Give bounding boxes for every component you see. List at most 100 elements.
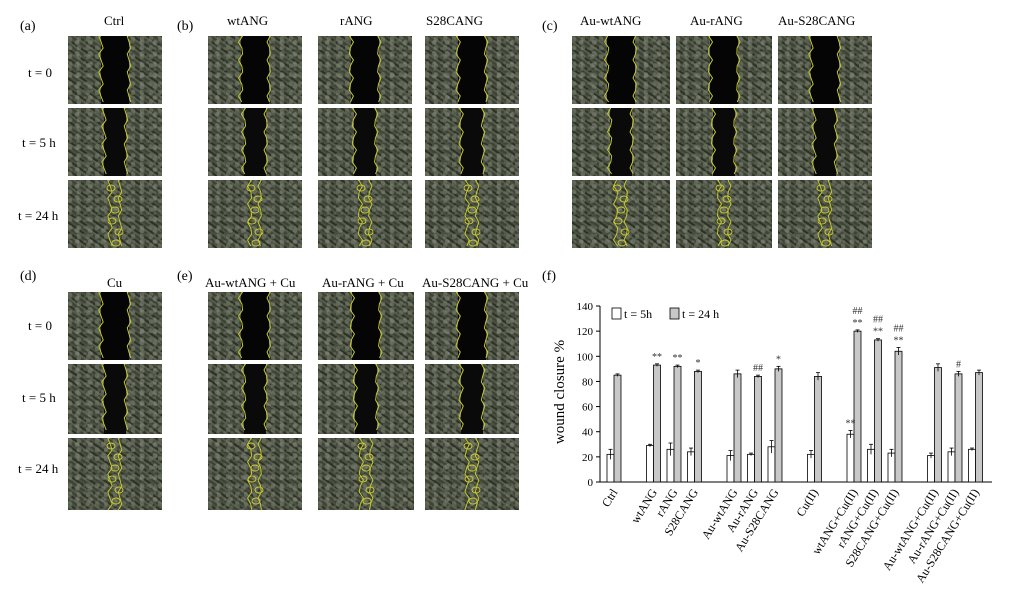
bar bbox=[653, 364, 661, 483]
micrograph-image bbox=[425, 180, 519, 248]
micrograph-image bbox=[676, 180, 772, 248]
micrograph-image bbox=[208, 292, 302, 360]
significance-mark: ** bbox=[846, 418, 856, 429]
col-header-au-wtang-cu: Au-wtANG + Cu bbox=[205, 275, 296, 290]
y-tick-label: 140 bbox=[577, 301, 594, 313]
micrograph-image bbox=[318, 180, 412, 248]
micrograph-image bbox=[778, 108, 872, 176]
bar bbox=[733, 373, 742, 483]
y-axis-label: wound closure % bbox=[552, 340, 568, 444]
micrograph-image bbox=[318, 292, 414, 360]
panel-a-label: (a) bbox=[20, 19, 36, 34]
bar bbox=[853, 330, 862, 483]
bar bbox=[947, 451, 956, 483]
significance-mark: ** bbox=[894, 335, 904, 346]
bar bbox=[927, 455, 935, 483]
bar bbox=[747, 453, 755, 483]
micrograph-image bbox=[208, 36, 302, 104]
micrograph-image bbox=[318, 438, 414, 510]
bar bbox=[774, 368, 783, 483]
col-header-au-wtang: Au-wtANG bbox=[580, 13, 642, 28]
col-header-ctrl: Ctrl bbox=[104, 13, 125, 28]
col-header-au-rang-cu: Au-rANG + Cu bbox=[322, 275, 404, 290]
col-header-au-rang: Au-rANG bbox=[690, 13, 743, 28]
panel-e-label: (e) bbox=[177, 269, 193, 284]
bar bbox=[673, 365, 682, 483]
significance-mark: * bbox=[776, 354, 781, 365]
time-label-t5: t = 5 h bbox=[22, 390, 56, 405]
micrograph-image bbox=[425, 438, 519, 510]
time-label-t0: t = 0 bbox=[28, 318, 52, 333]
bar bbox=[613, 374, 622, 483]
panel-c-label: (c) bbox=[542, 19, 558, 34]
bar bbox=[874, 339, 882, 483]
bar bbox=[694, 370, 702, 483]
bar bbox=[968, 448, 976, 483]
significance-mark: ## bbox=[873, 315, 883, 326]
micrograph-image bbox=[425, 108, 519, 176]
legend-swatch-24h bbox=[669, 307, 680, 320]
legend-label-5h: t = 5h bbox=[624, 307, 652, 321]
micrograph-image bbox=[572, 36, 670, 104]
micrograph-image bbox=[676, 36, 772, 104]
bar bbox=[846, 433, 855, 483]
micrograph-image bbox=[208, 364, 302, 434]
significance-mark: # bbox=[956, 359, 961, 370]
y-tick-label: 100 bbox=[577, 351, 594, 363]
significance-mark: ** bbox=[853, 318, 863, 329]
legend-label-24h: t = 24 h bbox=[682, 307, 719, 321]
micrograph-image bbox=[778, 36, 872, 104]
y-tick-label: 20 bbox=[582, 452, 594, 464]
significance-mark: ## bbox=[894, 323, 904, 334]
panel-b-label: (b) bbox=[177, 19, 194, 34]
micrograph-image bbox=[425, 36, 519, 104]
time-label-t24: t = 24 h bbox=[18, 208, 59, 223]
micrograph-image bbox=[425, 292, 519, 360]
bar bbox=[975, 372, 983, 483]
x-tick-label: Cu(II) bbox=[793, 486, 821, 519]
panel-f-label: (f) bbox=[542, 269, 556, 284]
panel-d-label: (d) bbox=[20, 269, 37, 284]
micrograph-image bbox=[68, 292, 162, 360]
bar bbox=[887, 452, 896, 483]
bar bbox=[814, 376, 822, 483]
time-label-t5: t = 5 h bbox=[22, 135, 56, 150]
bar bbox=[687, 451, 695, 483]
micrograph-image bbox=[68, 438, 162, 510]
micrograph-image bbox=[425, 364, 519, 434]
micrograph-image bbox=[676, 108, 772, 176]
micrograph-image bbox=[68, 108, 162, 176]
col-header-au-s28cang: Au-S28CANG bbox=[778, 13, 856, 28]
bar bbox=[954, 373, 963, 483]
significance-mark: ** bbox=[673, 353, 683, 364]
significance-mark: ## bbox=[853, 306, 863, 317]
micrograph-image bbox=[208, 180, 302, 248]
col-header-cu: Cu bbox=[107, 275, 123, 290]
time-label-t24: t = 24 h bbox=[18, 461, 59, 476]
significance-mark: * bbox=[696, 358, 701, 369]
y-tick-label: 0 bbox=[588, 477, 594, 489]
col-header-s28cang: S28CANG bbox=[426, 13, 484, 28]
bar bbox=[754, 376, 762, 483]
y-tick-label: 40 bbox=[582, 427, 594, 439]
micrograph-image bbox=[208, 438, 302, 510]
bar bbox=[807, 453, 815, 483]
micrograph-image bbox=[572, 180, 670, 248]
micrograph-image bbox=[572, 108, 670, 176]
bar bbox=[646, 445, 654, 483]
micrograph-image bbox=[778, 180, 872, 248]
y-tick-label: 80 bbox=[582, 376, 594, 388]
x-tick-label: Ctrl bbox=[599, 486, 621, 510]
y-tick-label: 120 bbox=[577, 326, 594, 338]
time-label-t0: t = 0 bbox=[28, 65, 52, 80]
micrograph-image bbox=[318, 364, 414, 434]
significance-mark: ** bbox=[652, 352, 662, 363]
micrograph-image bbox=[68, 36, 162, 104]
micrograph-image bbox=[68, 364, 162, 434]
significance-mark: ## bbox=[753, 363, 763, 374]
micrograph-image bbox=[318, 36, 412, 104]
significance-mark: ** bbox=[873, 327, 883, 338]
micrograph-image bbox=[208, 108, 302, 176]
bar bbox=[934, 367, 942, 483]
